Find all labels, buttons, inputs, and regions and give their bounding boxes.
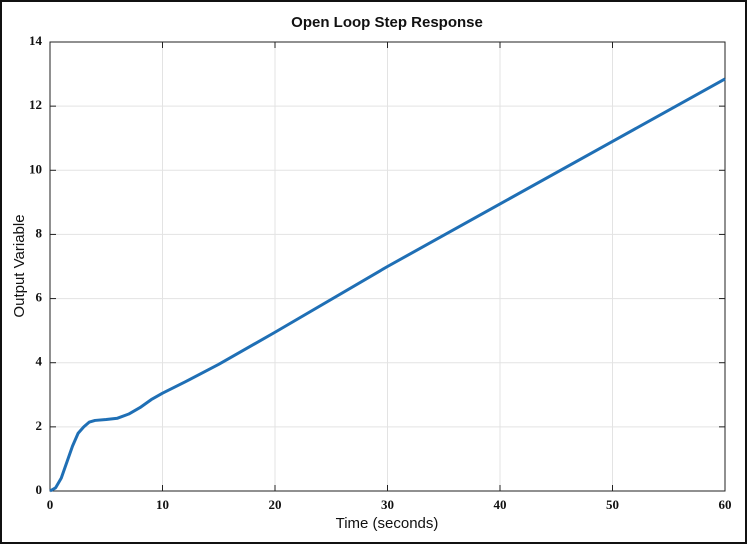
x-tick-label: 0	[47, 497, 54, 512]
data-line	[49, 77, 726, 493]
x-tick-label: 40	[494, 497, 507, 512]
chart-title: Open Loop Step Response	[291, 14, 483, 31]
x-tick-label: 50	[606, 497, 619, 512]
x-tick-label: 60	[719, 497, 732, 512]
x-tick-label: 20	[269, 497, 282, 512]
x-axis-label: Time (seconds)	[336, 515, 439, 532]
y-tick-label: 6	[36, 290, 43, 305]
x-tick-label: 30	[381, 497, 394, 512]
y-axis-label: Output Variable	[11, 214, 28, 317]
y-tick-label: 2	[36, 418, 43, 433]
y-tick-label: 4	[36, 354, 43, 369]
y-tick-label: 14	[29, 33, 43, 48]
y-tick-label: 10	[29, 161, 42, 176]
plot-area-border	[49, 41, 726, 492]
y-tick-label: 0	[36, 482, 43, 497]
x-tick-label: 10	[156, 497, 169, 512]
y-tick-label: 12	[29, 97, 42, 112]
y-tick-label: 8	[36, 225, 43, 240]
